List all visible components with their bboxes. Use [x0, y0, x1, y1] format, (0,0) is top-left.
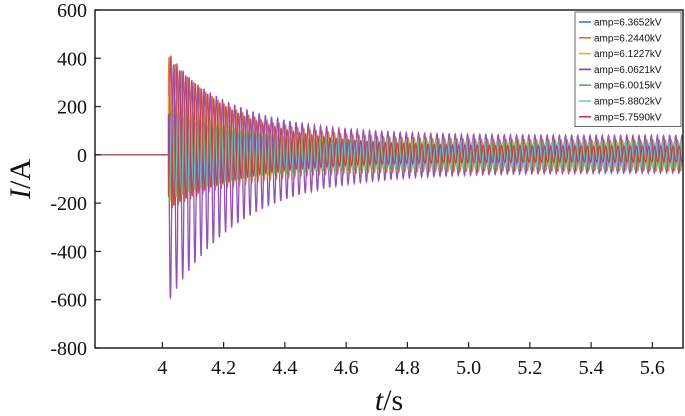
x-tick-label: 5.6 [640, 357, 665, 379]
legend-entry-label: amp=6.0621kV [594, 65, 662, 76]
x-tick-label: 5.0 [456, 357, 481, 379]
x-axis-variable: t [375, 384, 384, 416]
y-axis-title: I/A [4, 159, 37, 200]
series-line [95, 55, 684, 206]
legend-entry-label: amp=5.8802kV [594, 97, 662, 108]
y-axis-unit: /A [4, 159, 37, 189]
y-tick-label: 600 [57, 0, 87, 22]
legend-entry-label: amp=6.3652kV [594, 18, 662, 29]
y-tick-label: 200 [57, 97, 87, 119]
x-axis: 4 4.2 4.4 4.6 4.8 5.0 5.2 5.4 5.6 [157, 342, 665, 379]
x-axis-unit: /s [383, 384, 403, 416]
x-tick-label: 5.2 [517, 357, 542, 379]
y-tick-label: 400 [57, 48, 87, 70]
plot-frame [94, 9, 684, 349]
legend: amp=6.3652kV amp=6.2440kV amp=6.1227kV amp=… [574, 11, 682, 127]
y-tick-label: -800 [50, 338, 87, 360]
x-tick-label: 5.4 [579, 357, 604, 379]
x-tick-label: 4.2 [211, 357, 236, 379]
y-tick-label: -400 [50, 241, 87, 263]
x-tick-label: 4.6 [334, 357, 359, 379]
y-tick-label: -600 [50, 290, 87, 312]
x-tick-label: 4 [157, 357, 167, 379]
legend-entry-label: amp=6.0015kV [594, 81, 662, 92]
legend-entry-label: amp=6.2440kV [594, 33, 662, 44]
x-tick-label: 4.4 [272, 357, 297, 379]
series-line [95, 64, 684, 299]
y-axis-variable: I [4, 187, 37, 200]
y-axis: 600 400 200 0 -200 -400 -600 -800 [50, 0, 101, 360]
y-tick-label: -200 [50, 193, 87, 215]
y-tick-label: 0 [77, 145, 87, 167]
x-axis-title: t/s [375, 384, 403, 416]
legend-box [574, 11, 682, 127]
x-tick-label: 4.8 [395, 357, 420, 379]
series-layer [95, 55, 684, 299]
legend-entry-label: amp=5.7590kV [594, 112, 662, 123]
legend-entry-label: amp=6.1227kV [594, 49, 662, 60]
